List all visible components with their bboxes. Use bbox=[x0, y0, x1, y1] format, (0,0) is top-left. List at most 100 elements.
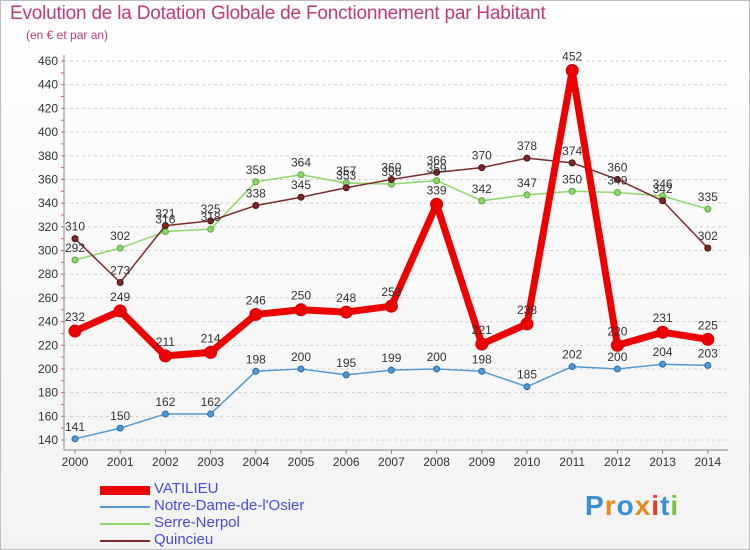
chart-subtitle: (en € et par an) bbox=[26, 28, 109, 42]
data-point bbox=[297, 365, 305, 373]
proxiti-logo: Proxiti bbox=[585, 490, 679, 522]
x-tick-label: 2007 bbox=[378, 455, 405, 469]
data-label: 364 bbox=[291, 156, 311, 170]
data-point bbox=[656, 325, 670, 339]
data-point bbox=[523, 191, 531, 199]
chart-title: Evolution de la Dotation Globale de Fonc… bbox=[10, 3, 546, 24]
logo-letter: i bbox=[651, 490, 661, 521]
y-tick-label: 300 bbox=[38, 244, 58, 258]
data-point bbox=[339, 305, 353, 319]
legend-swatch bbox=[100, 523, 150, 525]
data-label: 349 bbox=[607, 173, 627, 187]
data-label: 347 bbox=[517, 176, 537, 190]
y-tick-label: 280 bbox=[38, 267, 58, 281]
data-point bbox=[252, 201, 260, 209]
data-point bbox=[433, 365, 441, 373]
data-label: 202 bbox=[562, 348, 582, 362]
data-point bbox=[207, 225, 215, 233]
data-point bbox=[207, 410, 215, 418]
data-label: 359 bbox=[427, 162, 447, 176]
y-tick-label: 140 bbox=[38, 433, 58, 447]
data-label: 150 bbox=[110, 409, 130, 423]
data-point bbox=[113, 304, 127, 318]
data-point bbox=[71, 235, 79, 243]
x-tick-label: 2013 bbox=[649, 455, 676, 469]
y-tick-label: 200 bbox=[38, 362, 58, 376]
data-point bbox=[704, 205, 712, 213]
data-point bbox=[430, 197, 444, 211]
y-tick-label: 360 bbox=[38, 172, 58, 186]
data-label: 345 bbox=[291, 178, 311, 192]
data-point bbox=[568, 159, 576, 167]
data-point bbox=[116, 278, 124, 286]
data-point bbox=[342, 184, 350, 192]
data-label: 200 bbox=[427, 350, 447, 364]
data-label: 200 bbox=[291, 350, 311, 364]
data-point bbox=[384, 299, 398, 313]
data-point bbox=[520, 317, 534, 331]
data-label: 353 bbox=[336, 169, 356, 183]
data-point bbox=[433, 168, 441, 176]
series-group bbox=[68, 63, 715, 443]
data-label: 342 bbox=[653, 182, 673, 196]
x-tick-label: 2004 bbox=[242, 455, 269, 469]
data-point bbox=[613, 188, 621, 196]
data-label: 221 bbox=[472, 323, 492, 337]
data-label: 339 bbox=[427, 183, 447, 197]
x-tick-label: 2010 bbox=[514, 455, 541, 469]
x-tick-label: 2001 bbox=[107, 455, 134, 469]
data-point bbox=[387, 366, 395, 374]
x-tick-label: 2012 bbox=[604, 455, 631, 469]
data-point bbox=[704, 244, 712, 252]
legend-label: Serre-Nerpol bbox=[154, 514, 240, 531]
data-label: 231 bbox=[653, 311, 673, 325]
data-label: 321 bbox=[155, 207, 175, 221]
data-label: 198 bbox=[246, 352, 266, 366]
data-point bbox=[116, 244, 124, 252]
data-label: 225 bbox=[698, 318, 718, 332]
data-label: 203 bbox=[698, 346, 718, 360]
line-chart: 140 160 180 200 220 240 260 280 300 320 340 360 380 4… bbox=[38, 49, 728, 469]
logo-letter: i bbox=[670, 490, 680, 521]
x-tick-label: 2006 bbox=[333, 455, 360, 469]
data-label: 185 bbox=[517, 368, 537, 382]
data-label: 238 bbox=[517, 303, 537, 317]
data-label: 246 bbox=[246, 293, 266, 307]
data-label: 273 bbox=[110, 263, 130, 277]
data-label: 211 bbox=[156, 335, 175, 349]
data-point bbox=[565, 63, 579, 77]
data-label: 366 bbox=[427, 153, 447, 167]
logo-letter: o bbox=[616, 490, 635, 521]
y-tick-label: 220 bbox=[38, 338, 58, 352]
data-label: 335 bbox=[698, 190, 718, 204]
data-label: 250 bbox=[291, 289, 311, 303]
x-tick-label: 2002 bbox=[152, 455, 179, 469]
data-point bbox=[387, 175, 395, 183]
legend-label: VATILIEU bbox=[154, 480, 219, 497]
data-label: 249 bbox=[110, 290, 130, 304]
y-tick-label: 240 bbox=[38, 315, 58, 329]
y-tick-label: 340 bbox=[38, 196, 58, 210]
logo-letter: x bbox=[634, 490, 652, 521]
data-point bbox=[71, 256, 79, 264]
data-label: 220 bbox=[607, 324, 627, 338]
y-tick-label: 180 bbox=[38, 386, 58, 400]
legend-swatch bbox=[100, 485, 150, 495]
data-point bbox=[252, 178, 260, 186]
data-point bbox=[610, 338, 624, 352]
y-tick-label: 320 bbox=[38, 220, 58, 234]
logo-letter: t bbox=[660, 490, 671, 521]
data-label: 358 bbox=[246, 163, 266, 177]
data-label: 253 bbox=[381, 285, 401, 299]
data-label: 141 bbox=[65, 420, 85, 434]
data-point bbox=[701, 332, 715, 346]
data-label: 378 bbox=[517, 139, 537, 153]
x-tick-label: 2008 bbox=[423, 455, 450, 469]
axes: 140 160 180 200 220 240 260 280 300 320 340 360 380 4… bbox=[38, 54, 728, 469]
data-point bbox=[613, 175, 621, 183]
legend-label: Notre-Dame-de-l'Osier bbox=[154, 497, 305, 514]
data-point bbox=[475, 337, 489, 351]
legend-swatch bbox=[100, 506, 150, 508]
data-point bbox=[478, 197, 486, 205]
